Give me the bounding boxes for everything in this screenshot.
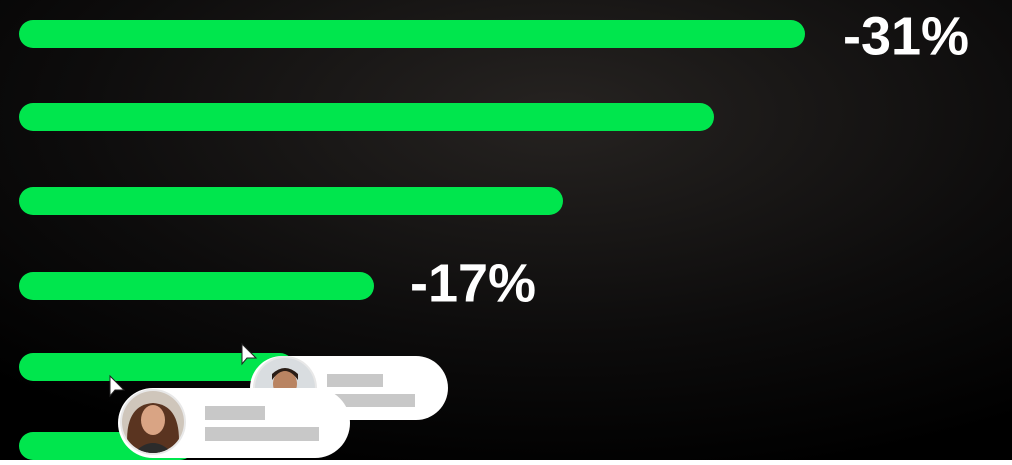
placeholder-line: [327, 394, 415, 407]
percent-label: -31%: [843, 6, 969, 66]
bars: [19, 20, 805, 460]
placeholder-line: [205, 427, 319, 441]
cursor: [241, 342, 258, 366]
percent-label: -17%: [410, 253, 536, 313]
placeholder-line: [327, 374, 383, 387]
placeholder-line: [205, 406, 265, 420]
cursor: [109, 374, 126, 398]
avatar: [122, 391, 184, 453]
chat-bubble: [109, 374, 350, 458]
